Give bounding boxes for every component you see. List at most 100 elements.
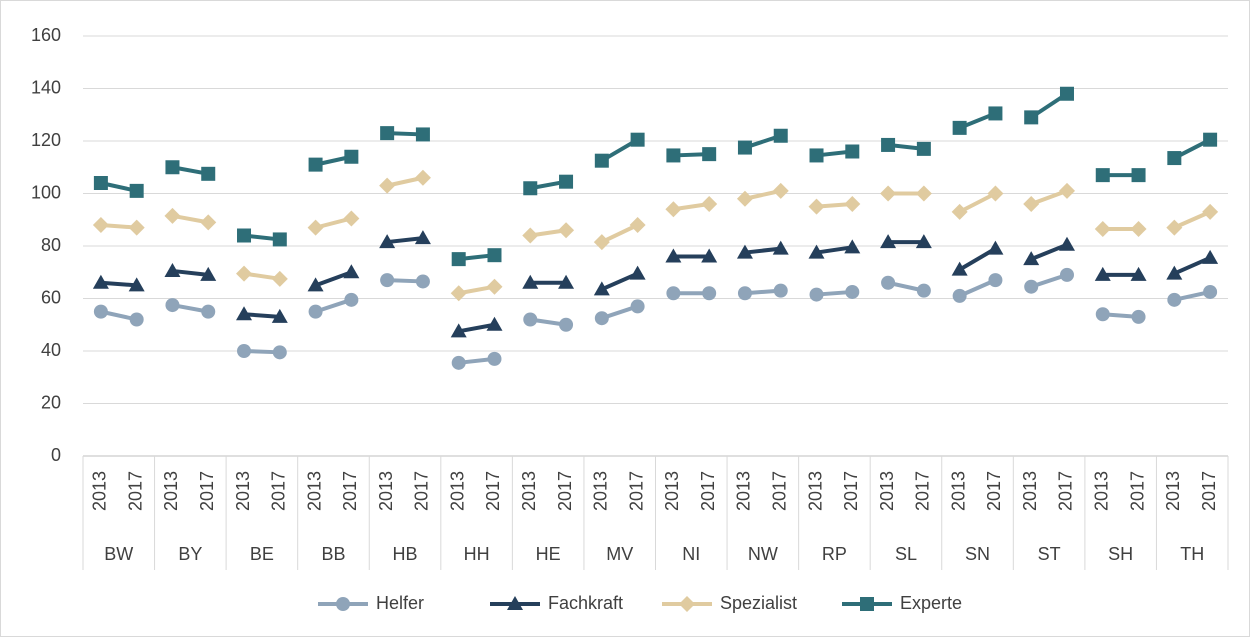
marker	[593, 281, 610, 296]
marker	[808, 198, 825, 215]
marker	[200, 214, 217, 231]
marker	[201, 166, 216, 181]
x-tick-label: 2017	[340, 471, 360, 511]
legend-label: Helfer	[376, 593, 424, 613]
marker	[308, 157, 323, 172]
marker	[679, 596, 695, 612]
marker	[1203, 132, 1218, 147]
marker	[164, 262, 181, 277]
marker	[93, 176, 108, 190]
marker	[952, 120, 967, 135]
marker	[415, 127, 430, 142]
marker	[450, 323, 467, 338]
marker	[844, 239, 861, 254]
x-tick-label: 2017	[483, 471, 503, 511]
marker	[845, 284, 860, 299]
group-label: ST	[1038, 544, 1061, 564]
group-label: SN	[965, 544, 990, 564]
marker	[701, 248, 718, 263]
x-tick-label: 2013	[662, 471, 682, 511]
group-label: SH	[1108, 544, 1133, 564]
marker	[881, 137, 896, 152]
marker	[665, 248, 682, 263]
x-tick-label: 2017	[769, 471, 789, 511]
series-line	[1030, 188, 1068, 206]
group-label: HB	[393, 544, 418, 564]
x-tick-label: 2013	[233, 471, 253, 511]
x-tick-label: 2017	[626, 471, 646, 511]
marker	[380, 126, 395, 141]
marker	[522, 274, 539, 289]
marker	[737, 286, 752, 301]
marker	[308, 304, 323, 319]
series-line	[386, 236, 424, 245]
x-tick-label: 2017	[412, 471, 432, 511]
marker	[987, 240, 1004, 255]
marker	[773, 128, 788, 143]
marker	[951, 261, 968, 276]
marker	[1166, 265, 1183, 280]
marker	[165, 160, 180, 175]
marker	[702, 147, 717, 162]
marker	[987, 185, 1004, 202]
marker	[272, 232, 287, 247]
x-tick-label: 2013	[304, 471, 324, 511]
marker	[1023, 251, 1040, 266]
marker	[630, 299, 645, 314]
x-tick-label: 2013	[805, 471, 825, 511]
marker	[307, 277, 324, 292]
x-tick-label: 2013	[447, 471, 467, 511]
marker	[128, 219, 145, 236]
marker	[1023, 196, 1040, 212]
x-tick-label: 2017	[197, 471, 217, 511]
marker	[1166, 219, 1183, 236]
marker	[507, 596, 523, 610]
marker	[1131, 309, 1146, 324]
marker	[666, 148, 681, 163]
marker	[271, 270, 288, 287]
x-tick-label: 2013	[948, 471, 968, 511]
marker	[594, 311, 609, 326]
marker	[558, 222, 575, 239]
group-label: NW	[748, 544, 778, 564]
marker	[1131, 168, 1146, 183]
marker	[772, 182, 789, 199]
marker	[988, 273, 1003, 288]
marker	[523, 312, 538, 327]
marker	[809, 148, 824, 163]
marker	[200, 266, 217, 281]
x-tick-label: 2013	[519, 471, 539, 511]
marker	[164, 207, 181, 224]
marker	[450, 285, 467, 302]
marker	[486, 278, 503, 295]
marker	[236, 265, 253, 282]
series-line	[1030, 242, 1068, 261]
marker	[93, 304, 108, 319]
series-line	[314, 270, 353, 288]
series-line	[458, 322, 495, 334]
marker	[344, 292, 359, 307]
marker	[92, 217, 109, 233]
y-tick-label: 40	[41, 340, 61, 360]
marker	[1095, 307, 1110, 322]
marker	[737, 140, 752, 155]
marker	[379, 177, 396, 194]
series-line	[744, 246, 781, 255]
x-tick-label: 2013	[161, 471, 181, 511]
x-tick-label: 2017	[698, 471, 718, 511]
x-tick-label: 2017	[555, 471, 575, 511]
marker	[523, 181, 538, 196]
marker	[487, 248, 502, 263]
marker	[594, 153, 609, 168]
marker	[630, 132, 645, 147]
marker	[593, 234, 610, 251]
marker	[916, 283, 931, 298]
marker	[380, 273, 395, 288]
x-tick-label: 2017	[913, 471, 933, 511]
marker	[629, 265, 646, 280]
marker	[559, 317, 574, 332]
group-label: SL	[895, 544, 917, 564]
marker	[1059, 267, 1074, 282]
marker	[915, 185, 932, 202]
legend-label: Experte	[900, 593, 962, 613]
